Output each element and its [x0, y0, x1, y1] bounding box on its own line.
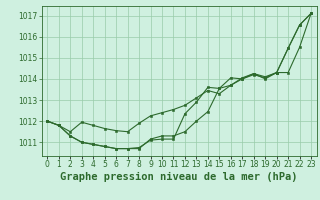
X-axis label: Graphe pression niveau de la mer (hPa): Graphe pression niveau de la mer (hPa): [60, 172, 298, 182]
